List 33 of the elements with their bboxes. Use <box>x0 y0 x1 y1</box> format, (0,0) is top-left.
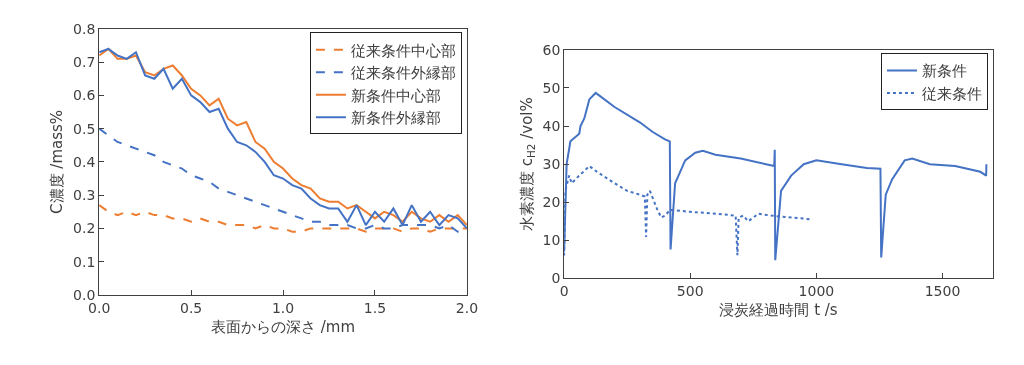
line-series <box>99 204 467 233</box>
legend-label: 新条件外縁部 <box>350 109 441 128</box>
y-tick-label: 0.7 <box>73 54 96 71</box>
y-tick-label: 10 <box>542 232 561 249</box>
legend-label: 従来条件中心部 <box>350 41 456 60</box>
y-tick-label: 0.2 <box>73 220 96 237</box>
x-tick-label: 0.0 <box>88 299 111 316</box>
y-tick-label: 60 <box>542 41 561 58</box>
y-tick-label: 0.4 <box>73 153 96 170</box>
y-tick-label: 0.3 <box>73 187 96 204</box>
x-tick-label: 1500 <box>924 283 961 300</box>
y-tick-label: 0.6 <box>73 87 96 104</box>
x-tick-label: 1.5 <box>363 299 387 316</box>
y-axis-title: C濃度 /mass% <box>48 109 67 214</box>
y-tick-label: 50 <box>542 79 561 96</box>
x-tick-label: 1.0 <box>271 299 295 316</box>
y-tick-label: 0.1 <box>73 253 96 270</box>
legend-label: 新条件 <box>921 62 967 81</box>
legend-label: 従来条件外縁部 <box>350 64 456 83</box>
y-tick-label: 20 <box>542 194 561 211</box>
y-tick-label: 0.5 <box>73 120 96 137</box>
x-axis-title: 浸炭経過時間 t /s <box>719 301 838 320</box>
y-tick-label: 30 <box>542 156 561 173</box>
x-tick-label: 2.0 <box>455 299 479 316</box>
y-tick-label: 40 <box>542 117 561 134</box>
y-tick-label: 0 <box>551 270 561 287</box>
x-tick-label: 500 <box>676 283 704 300</box>
x-tick-label: 1000 <box>798 283 835 300</box>
x-tick-label: 0.5 <box>179 299 203 316</box>
x-axis-title: 表面からの深さ /mm <box>211 317 356 336</box>
legend-label: 新条件中心部 <box>350 86 441 105</box>
y-tick-label: 0.8 <box>73 20 96 37</box>
legend-label: 従来条件 <box>921 84 982 103</box>
